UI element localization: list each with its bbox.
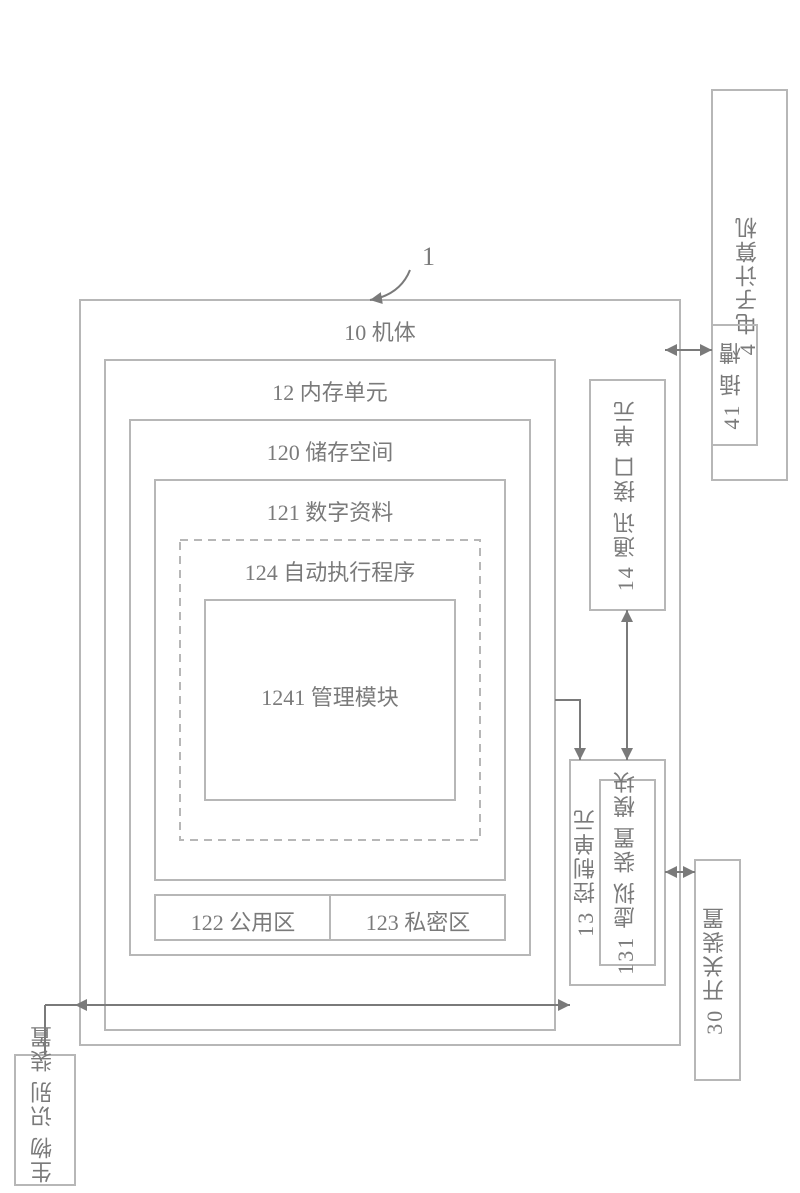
body_10-label: 10 机体: [344, 320, 416, 345]
virt_131-label: 131 虚拟 装置 模块: [613, 769, 638, 975]
priv_123-label: 123 私密区: [366, 910, 471, 935]
slot_41-label: 41 插 槽: [719, 341, 744, 430]
mgmt_1241-label: 1241 管理模块: [261, 685, 399, 710]
bio_20-label: 20 生物 识别 装置: [30, 1024, 55, 1193]
auto_124-label: 124 自动执行程序: [245, 560, 416, 585]
pointer-leader: [370, 270, 410, 300]
store_120-label: 120 储存空间: [267, 440, 394, 465]
data_121-label: 121 数字资料: [267, 500, 394, 525]
connector: [555, 700, 580, 760]
pub_122-label: 122 公用区: [191, 910, 296, 935]
mem_12-label: 12 内存单元: [272, 380, 388, 405]
pointer-label: 1: [422, 242, 435, 271]
ctrl_13-label: 13 控制单元: [573, 807, 598, 937]
switch_30-label: 30 开关装置: [702, 905, 727, 1035]
comm_14-label: 14 通讯 接口 单元: [613, 399, 638, 592]
